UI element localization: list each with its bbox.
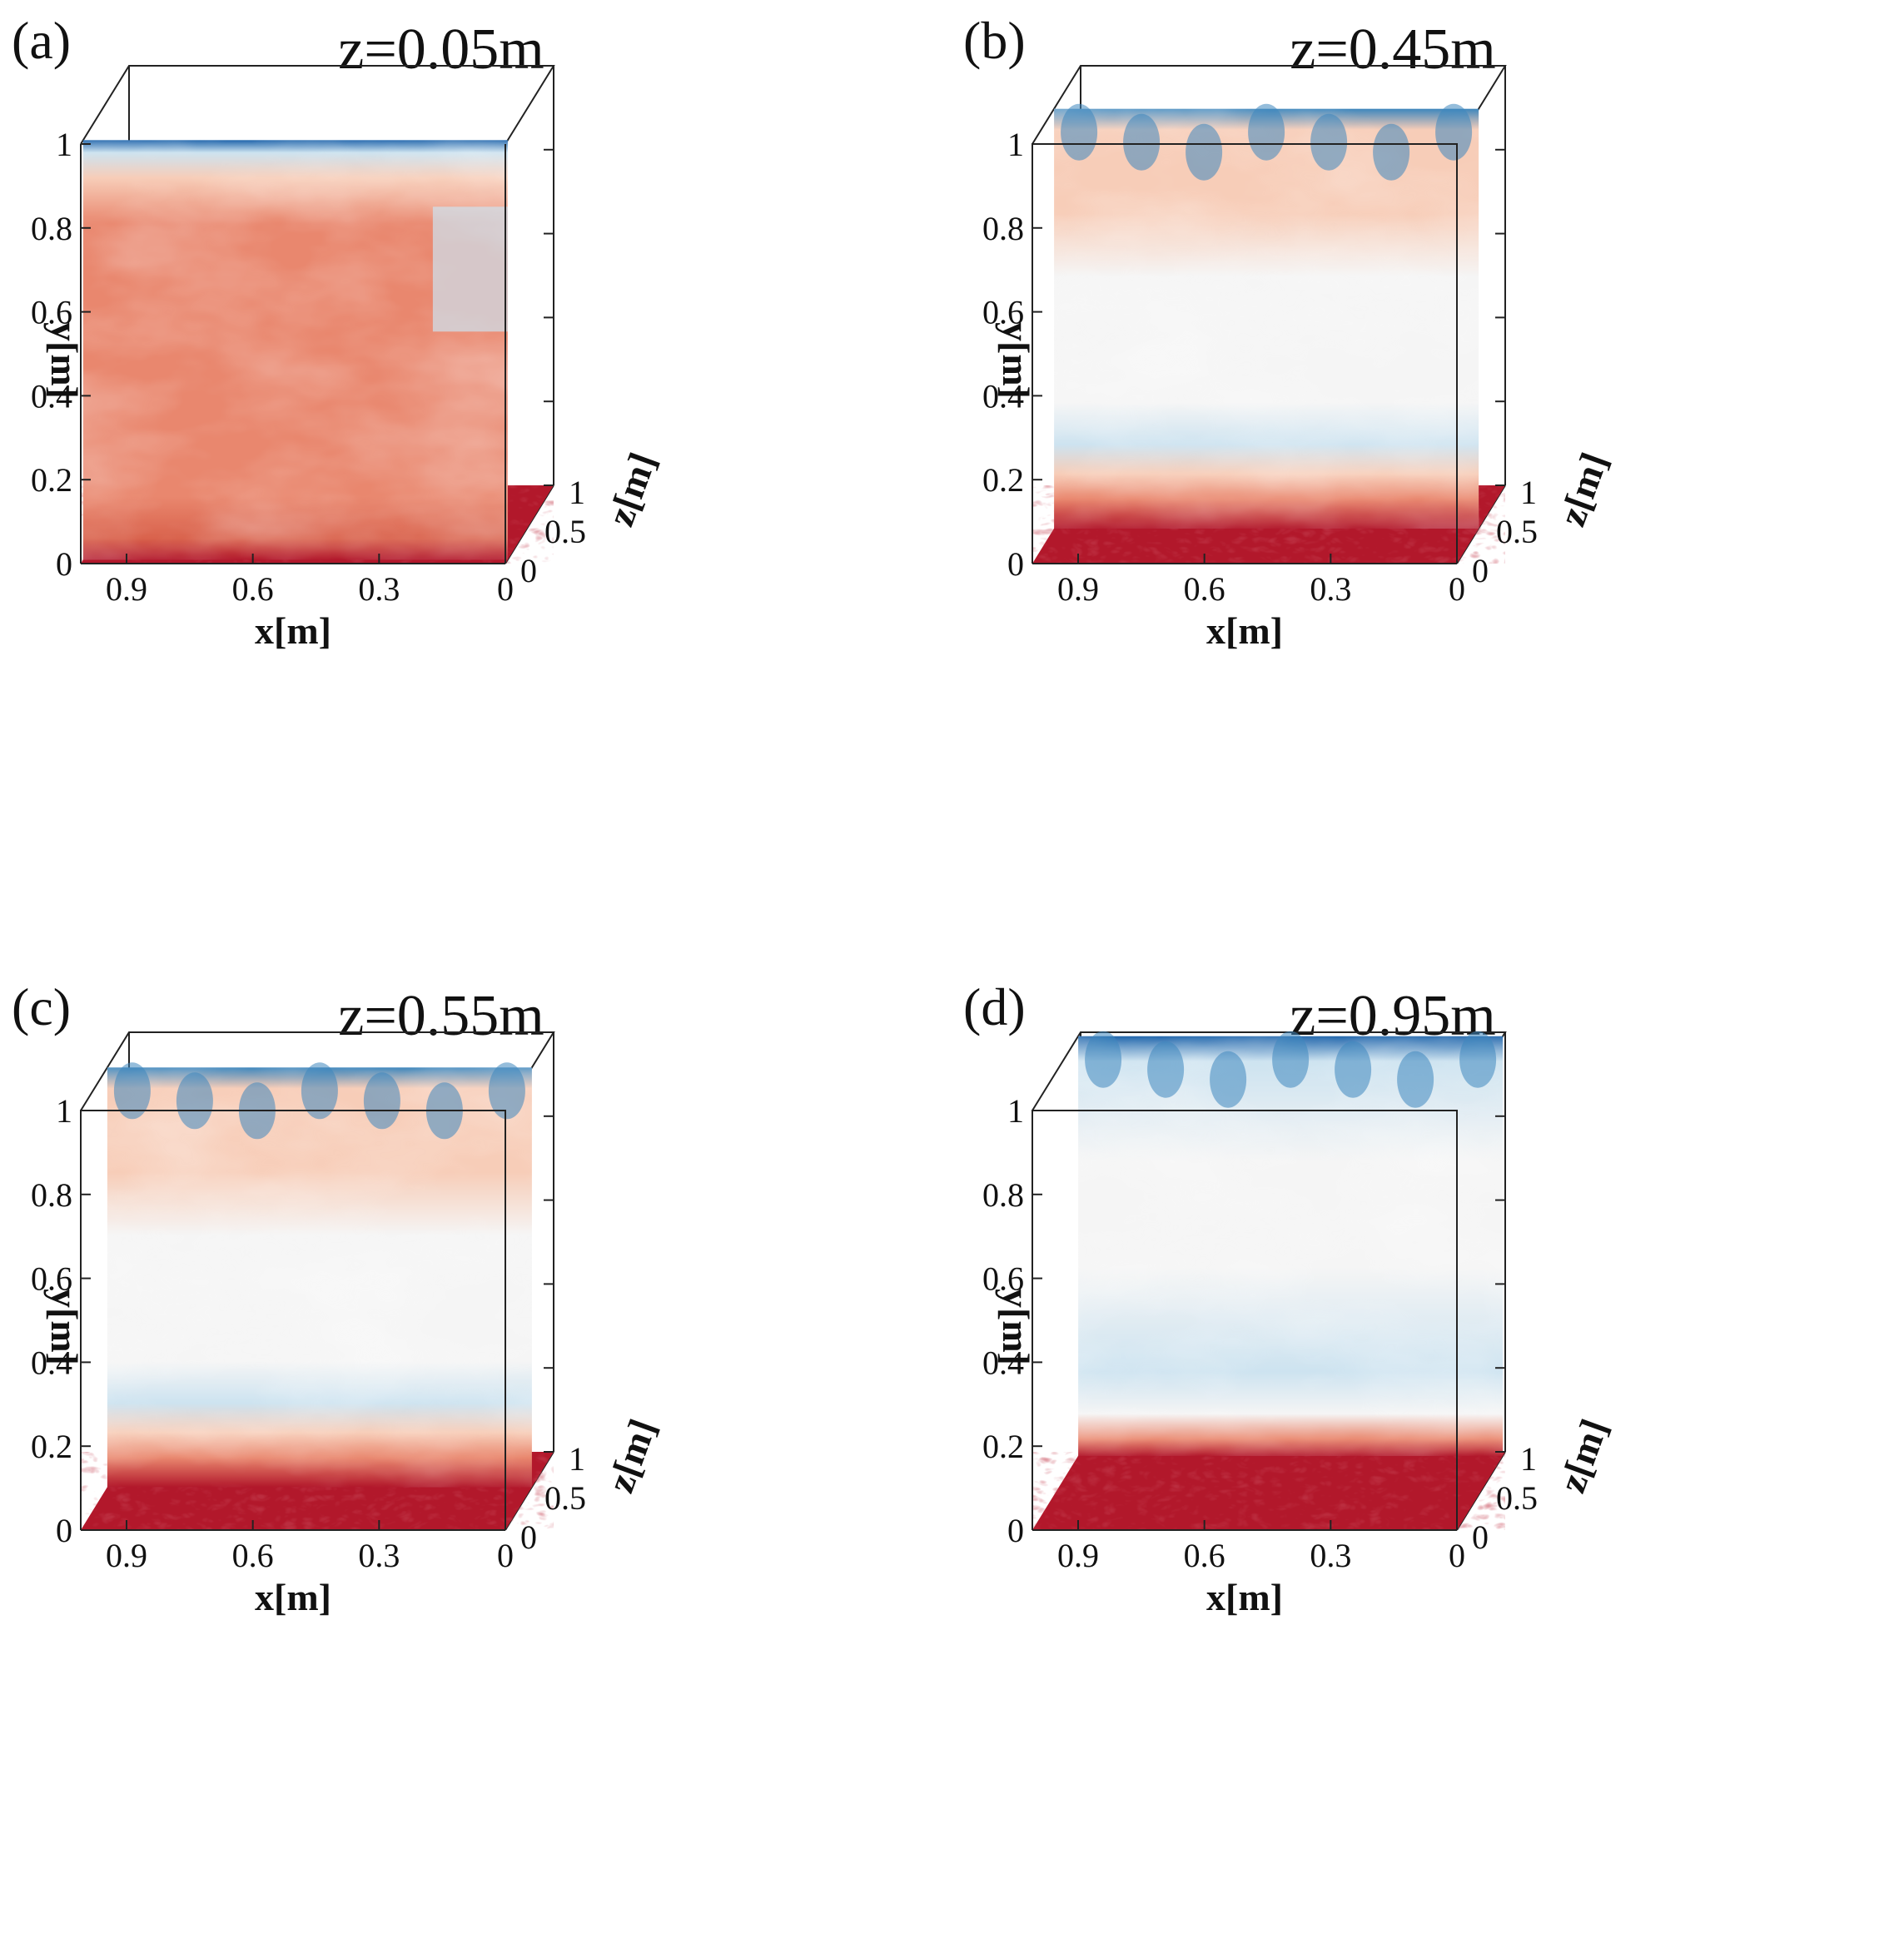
y-axis-label: y[m] xyxy=(43,1289,86,1365)
box-plot: 10.80.60.40.200.9 0.6 0.3 010.50x[m]y[m]z[m… xyxy=(31,1031,664,1618)
z-tick-label: 1 xyxy=(1520,474,1537,511)
y-tick-label: 0.4 xyxy=(982,377,1024,415)
panel-title: z=0.45m xyxy=(1290,17,1496,82)
x-tick-label: 0 xyxy=(1449,1537,1465,1574)
z-tick-label: 0.5 xyxy=(544,1479,586,1517)
y-tick-label: 0.2 xyxy=(982,1428,1024,1465)
x-tick-label: 0.6 xyxy=(1184,1537,1225,1574)
x-tick-label: 0.9 xyxy=(1057,570,1099,608)
x-tick-label: 0.3 xyxy=(1310,1537,1351,1574)
x-tick-label: 0.3 xyxy=(1310,570,1351,608)
y-tick-label: 0.8 xyxy=(31,210,72,247)
z-tick-label: 1 xyxy=(569,474,585,511)
y-tick-label: 0 xyxy=(1007,1512,1024,1549)
y-tick-label: 0.8 xyxy=(982,210,1024,247)
panel-c: (c) z=0.55m 1 0.8 0.6 0.4 0.2 0 0.9 0.6 0.3 0 1 0.5 0 x… xyxy=(0,966,952,1933)
y-tick-label: 0.8 xyxy=(982,1176,1024,1214)
x-tick-label: 0.3 xyxy=(358,1537,400,1574)
y-tick-label: 0.4 xyxy=(31,377,72,415)
x-tick-label: 0 xyxy=(1449,570,1465,608)
z-tick-label: 0.5 xyxy=(1496,1479,1538,1517)
y-tick-label: 1 xyxy=(1007,1092,1024,1130)
z-tick-label: 0.5 xyxy=(1496,513,1538,550)
y-tick-label: 0.6 xyxy=(982,294,1024,331)
y-tick-label: 0.2 xyxy=(31,461,72,499)
panel-label: (c) xyxy=(12,977,72,1036)
x-axis-label: x[m] xyxy=(255,1576,331,1618)
y-tick-label: 0.8 xyxy=(31,1176,72,1214)
z-tick-label: 1 xyxy=(569,1440,585,1478)
panel-title: z=0.55m xyxy=(338,984,544,1048)
y-tick-label: 0.4 xyxy=(982,1344,1024,1381)
x-tick-label: 0.9 xyxy=(1057,1537,1099,1574)
z-tick-label: 0 xyxy=(1472,1518,1489,1556)
y-tick-label: 0 xyxy=(56,1512,72,1549)
z-tick-label: 0 xyxy=(520,552,537,589)
z-tick-label: 0 xyxy=(520,1518,537,1556)
x-tick-label: 0.9 xyxy=(106,1537,147,1574)
y-tick-label: 1 xyxy=(56,126,72,163)
x-axis-label: x[m] xyxy=(255,609,331,652)
box-plot: 10.80.60.40.200.9 0.6 0.3 010.50x[m]y[m]z[m… xyxy=(982,1031,1616,1618)
x-tick-label: 0.6 xyxy=(1184,570,1225,608)
z-tick-label: 0 xyxy=(1472,552,1489,589)
y-axis-label: y[m] xyxy=(43,322,86,399)
z-tick-label: 1 xyxy=(1520,1440,1537,1478)
x-tick-label: 0.3 xyxy=(358,570,400,608)
x-tick-label: 0 xyxy=(497,570,514,608)
z-axis-label: z[m] xyxy=(1550,447,1615,531)
panel-b: (b) z=0.45m 1 0.8 0.6 0.4 0.2 0 0.9 0.6 0.3 0 1 0.5 0 x… xyxy=(952,0,1903,966)
y-tick-label: 0.2 xyxy=(31,1428,72,1465)
z-axis-label: z[m] xyxy=(599,1414,664,1498)
z-tick-label: 0.5 xyxy=(544,513,586,550)
x-axis-label: x[m] xyxy=(1206,1576,1283,1618)
x-tick-label: 0 xyxy=(497,1537,514,1574)
y-tick-label: 1 xyxy=(56,1092,72,1130)
y-tick-label: 0.4 xyxy=(31,1344,72,1381)
y-tick-label: 0 xyxy=(56,545,72,583)
z-axis-label: z[m] xyxy=(1550,1414,1615,1498)
panel-a: (a) z=0.05m 1 0.8 0.6 0.4 0.2 0 0.9 0.6 0.3 0 1 0.5 0 x… xyxy=(0,0,952,966)
box-plot: 10.80.60.40.200.9 0.6 0.3 010.50x[m]y[m]z[m… xyxy=(31,65,664,652)
y-axis-label: y[m] xyxy=(995,322,1037,399)
y-axis-label: y[m] xyxy=(995,1289,1037,1365)
panel-d: (d) z=0.95m 1 0.8 0.6 0.4 0.2 0 0.9 0.6 0.3 0 1 0.5 0 x… xyxy=(952,966,1903,1933)
panel-label: (a) xyxy=(12,11,72,70)
x-tick-label: 0.6 xyxy=(232,570,274,608)
panel-title: z=0.05m xyxy=(338,17,544,82)
panel-label: (b) xyxy=(963,11,1026,70)
x-tick-label: 0.6 xyxy=(232,1537,274,1574)
y-tick-label: 0.6 xyxy=(982,1260,1024,1298)
panel-label: (d) xyxy=(963,977,1026,1036)
y-tick-label: 0.2 xyxy=(982,461,1024,499)
box-plot: 10.80.60.40.200.9 0.6 0.3 010.50x[m]y[m]z[m… xyxy=(982,65,1616,652)
x-axis-label: x[m] xyxy=(1206,609,1283,652)
z-axis-label: z[m] xyxy=(599,447,664,531)
y-tick-label: 0.6 xyxy=(31,294,72,331)
y-tick-label: 1 xyxy=(1007,126,1024,163)
y-tick-label: 0 xyxy=(1007,545,1024,583)
y-tick-label: 0.6 xyxy=(31,1260,72,1298)
x-tick-label: 0.9 xyxy=(106,570,147,608)
